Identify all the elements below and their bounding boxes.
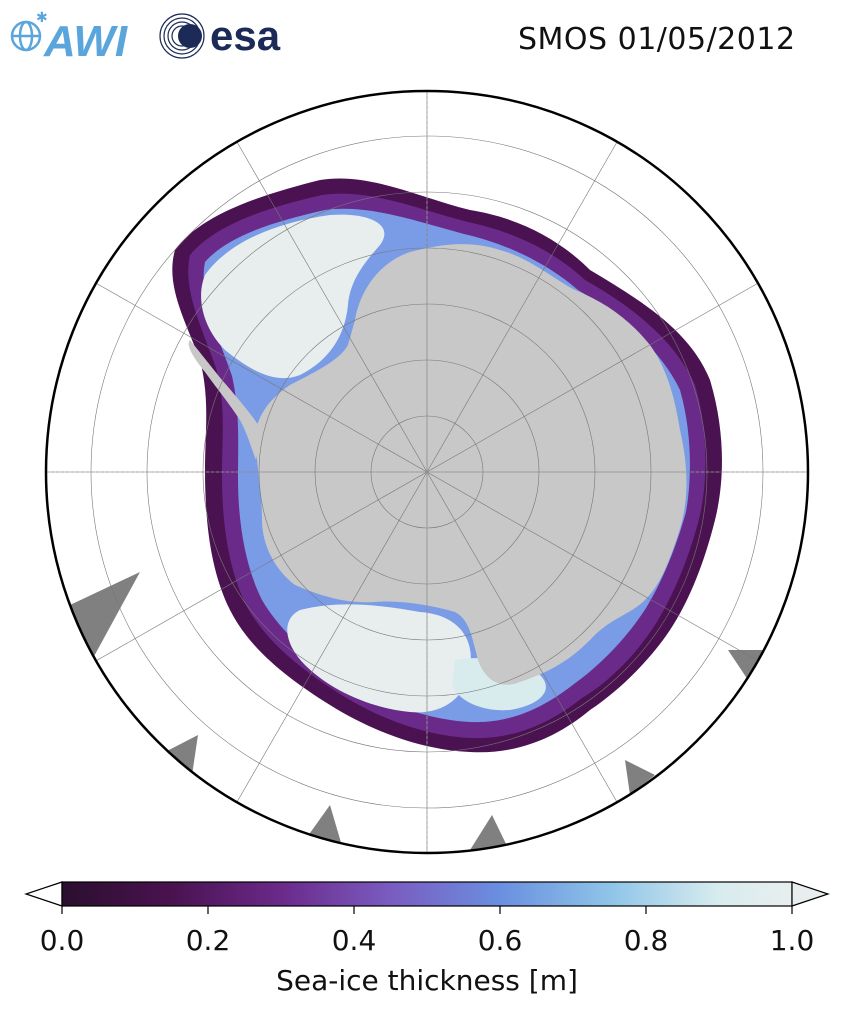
esa-logo: esa	[159, 12, 281, 59]
colorbar-tick-label: 0.8	[624, 924, 669, 957]
colorbar-gradient	[61, 881, 793, 907]
colorbar-extend-low	[24, 881, 63, 907]
map-title: SMOS 01/05/2012	[518, 22, 796, 57]
missing-data-wedge	[728, 650, 765, 680]
antarctic-peninsula	[188, 340, 262, 460]
awi-globe-icon	[10, 20, 42, 52]
missing-data-wedge	[625, 760, 655, 795]
awi-logo-text: AWI	[43, 17, 128, 62]
esa-logo-text: esa	[210, 12, 281, 59]
colorbar-tick-label: 0.4	[332, 924, 377, 957]
colorbar-extend-high	[791, 881, 830, 907]
sea-ice-thick-weddell	[201, 214, 385, 379]
colorbar-label: Sea-ice thickness [m]	[276, 964, 578, 997]
missing-data-wedge	[470, 815, 508, 850]
colorbar-ticks	[61, 906, 793, 914]
map-boundary	[44, 89, 810, 855]
antarctica-land	[255, 244, 687, 685]
awi-star-icon: ✱	[36, 10, 48, 26]
colorbar-tick-label: 0.0	[40, 924, 85, 957]
colorbar: 0.0 0.2 0.4 0.6 0.8 1.0 Sea-ice thicknes…	[24, 881, 830, 997]
sea-ice-thick-ross	[287, 604, 471, 713]
polar-map	[44, 89, 810, 855]
colorbar-tick-label: 0.6	[478, 924, 523, 957]
awi-logo: ✱ AWI	[10, 10, 128, 62]
colorbar-tick-label: 0.2	[186, 924, 231, 957]
missing-data-wedge	[165, 735, 198, 775]
colorbar-tick-label: 1.0	[770, 924, 815, 957]
axis-dashed-lines	[46, 91, 808, 853]
missing-data-wedge	[70, 572, 140, 660]
